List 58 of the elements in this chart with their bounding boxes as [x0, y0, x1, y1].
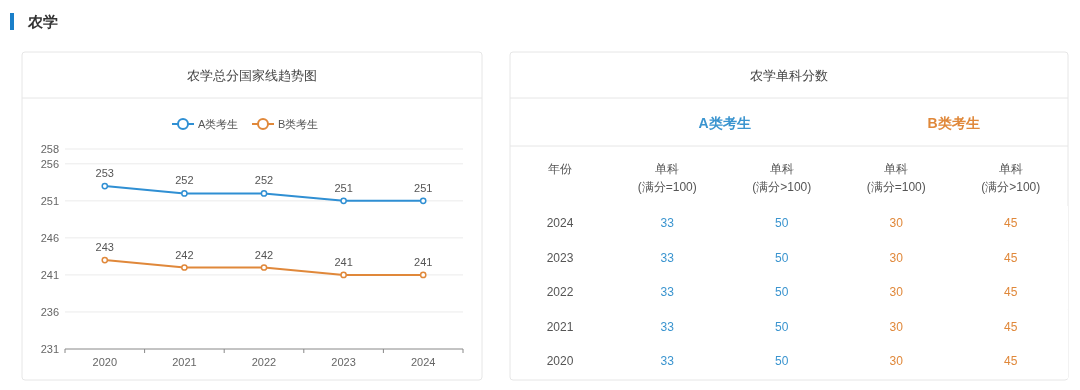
x-tick-label: 2023 — [331, 356, 356, 368]
data-label: 50 — [775, 354, 789, 369]
data-label: 253 — [95, 167, 114, 180]
x-tick-label: 单科 (满分>100) — [981, 162, 1041, 194]
data-label: 251 — [414, 181, 433, 194]
y-tick-label: 258 — [40, 143, 59, 155]
data-label: 45 — [1004, 319, 1018, 334]
x-tick-label: 2020 — [92, 356, 118, 368]
data-label: 45 — [1004, 354, 1018, 369]
y-tick-label: 246 — [40, 231, 59, 244]
y-tick-label: 241 — [40, 268, 59, 281]
legend-label: A类考生 — [198, 118, 239, 130]
data-label: 45 — [1004, 250, 1018, 265]
data-label: 251 — [334, 181, 353, 194]
x-tick-label: 单科 (满分>100) — [752, 162, 812, 194]
legend-label: B类考生 — [278, 118, 319, 130]
y-tick-label: 2023 — [546, 250, 574, 265]
data-label: 50 — [775, 285, 789, 300]
data-label: 242 — [175, 248, 194, 261]
data-label: 30 — [889, 354, 904, 369]
data-label: 252 — [175, 174, 194, 187]
data-label: 241 — [334, 255, 353, 268]
y-axis-title: 年份 — [548, 162, 572, 176]
data-label: 30 — [889, 216, 904, 231]
data-label: 252 — [254, 174, 274, 187]
y-tick-label: 2024 — [546, 216, 574, 231]
x-tick-label: 单科 (满分=100) — [637, 162, 697, 194]
data-label: 45 — [1004, 285, 1018, 300]
y-tick-label: 231 — [40, 343, 59, 355]
data-label: 33 — [660, 319, 675, 334]
y-tick-label: 2021 — [546, 319, 574, 334]
data-label: 50 — [775, 250, 789, 265]
chart-title: 农学单科分数 — [750, 68, 828, 83]
data-label: 50 — [775, 216, 789, 231]
data-label: 45 — [1004, 216, 1018, 231]
data-label: 243 — [95, 241, 114, 254]
data-label: 33 — [660, 216, 675, 231]
data-label: 33 — [660, 285, 675, 300]
data-label: 242 — [254, 248, 274, 261]
x-tick-label: 单科 (满分=100) — [866, 162, 926, 194]
x-tick-label: 2024 — [410, 356, 436, 368]
y-tick-label: 251 — [40, 194, 59, 207]
data-label: 33 — [660, 354, 675, 369]
x-tick-label: 2021 — [172, 356, 197, 368]
text: B类考生 — [927, 115, 980, 131]
text: 农学 — [27, 13, 58, 30]
data-label: 50 — [775, 319, 789, 334]
chart-title: 农学总分国家线趋势图 — [187, 68, 317, 83]
data-label: 241 — [414, 255, 433, 268]
y-tick-label: 256 — [40, 157, 59, 170]
data-label: 33 — [660, 250, 675, 265]
x-tick-label: 2022 — [251, 356, 277, 368]
text: A类考生 — [698, 115, 751, 131]
data-label: 30 — [889, 285, 904, 300]
y-tick-label: 2022 — [546, 285, 574, 300]
data-label: 30 — [889, 319, 904, 334]
y-tick-label: 236 — [40, 305, 59, 318]
data-label: 30 — [889, 250, 904, 265]
